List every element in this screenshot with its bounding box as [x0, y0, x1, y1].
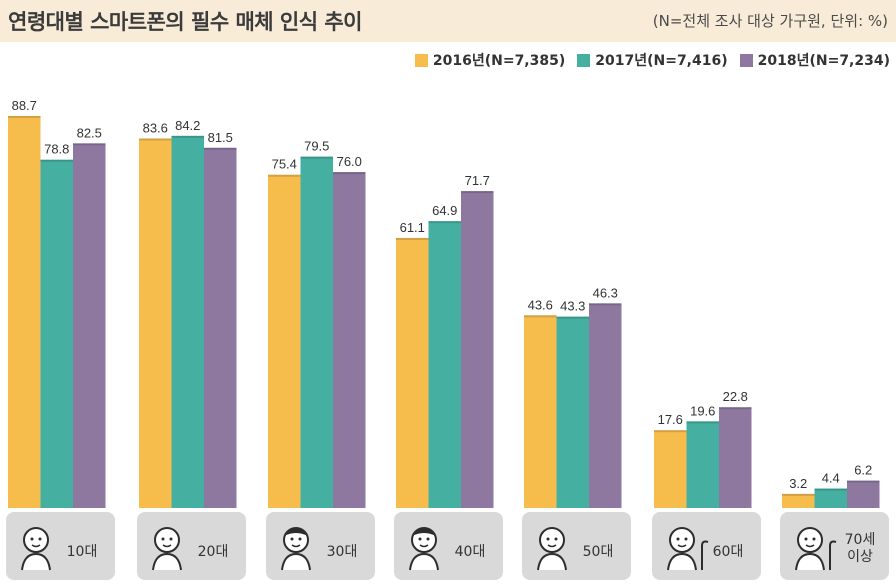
data-label: 46.3: [593, 285, 618, 300]
data-label: 78.8: [44, 142, 69, 157]
bar-group: 83.6 84.2 81.5 20대: [137, 118, 246, 580]
data-label: 83.6: [143, 120, 168, 135]
bar-top-edge: [73, 143, 106, 146]
legend: 2016년(N=7,385) 2017년(N=7,416) 2018년(N=7,…: [414, 50, 890, 70]
legend-label-2018: 2018년(N=7,234): [757, 53, 890, 69]
bar-top-edge: [814, 488, 847, 491]
bar-top-edge: [396, 237, 429, 240]
bar-top-edge: [524, 315, 557, 318]
bar: [300, 156, 333, 509]
bar-group: 43.6 43.3 46.3 50대: [522, 285, 631, 580]
bar-top-edge: [461, 191, 494, 194]
data-label: 6.2: [854, 463, 872, 478]
data-label: 61.1: [400, 220, 425, 235]
middle-aged-icon: [409, 527, 439, 571]
data-label: 71.7: [465, 173, 490, 188]
adult-suit-icon: [281, 527, 311, 571]
category-label: 70세 이상: [845, 532, 876, 565]
bar: [268, 174, 301, 508]
legend-swatch-2018: [739, 53, 753, 67]
legend-item-2018: 2018년(N=7,234): [739, 50, 890, 70]
bar-group: 88.7 78.8 82.5 10대: [6, 98, 115, 580]
data-label: 3.2: [789, 476, 807, 491]
data-label: 79.5: [304, 139, 329, 154]
bar-top-edge: [40, 159, 73, 162]
bar: [524, 315, 557, 508]
bar-group: 17.6 19.6 22.8 60대: [652, 389, 761, 580]
data-label: 76.0: [337, 154, 362, 169]
category-label: 10대: [67, 544, 98, 560]
data-label: 17.6: [658, 412, 683, 427]
bar-top-edge: [847, 480, 880, 483]
bar-top-edge: [333, 172, 366, 175]
bar-top-edge: [268, 174, 301, 177]
bar-top-edge: [556, 316, 589, 319]
bar-top-edge: [139, 138, 172, 141]
category-label: 40대: [455, 544, 486, 560]
bar: [782, 493, 815, 508]
category-label: 30대: [327, 544, 358, 560]
older-adult-icon: [537, 527, 567, 571]
bar-top-edge: [654, 430, 687, 433]
bar: [396, 237, 429, 509]
elderly-cane-icon: [667, 527, 709, 571]
data-label: 19.6: [690, 403, 715, 418]
bar-top-edge: [171, 135, 204, 138]
bar: [428, 221, 461, 508]
legend-swatch-2016: [414, 53, 428, 67]
bar-group: 3.2 4.4 6.2 70세 이상: [780, 463, 889, 580]
bar-top-edge: [686, 421, 719, 424]
bar: [719, 407, 752, 508]
category-label: 20대: [198, 544, 229, 560]
bar: [847, 480, 880, 508]
bar-top-edge: [8, 115, 41, 118]
bar: [8, 115, 41, 509]
bar-top-edge: [719, 407, 752, 410]
legend-item-2016: 2016년(N=7,385): [414, 50, 566, 70]
bar-top-edge: [428, 221, 461, 224]
bar: [171, 135, 204, 508]
legend-item-2017: 2017년(N=7,416): [577, 50, 728, 70]
data-label: 43.3: [560, 299, 585, 314]
bar: [333, 172, 366, 508]
bar: [814, 488, 847, 508]
chart-header: 연령대별 스마트폰의 필수 매체 인식 추이 (N=전체 조사 대상 가구원, …: [0, 0, 896, 42]
category-label: 50대: [583, 544, 614, 560]
chart-subtitle: (N=전체 조사 대상 가구원, 단위: %): [652, 12, 888, 30]
data-label: 84.2: [175, 118, 200, 133]
bar-top-edge: [300, 156, 333, 159]
bar-top-edge: [782, 493, 815, 496]
legend-label-2017: 2017년(N=7,416): [595, 53, 728, 69]
data-label: 4.4: [822, 471, 840, 486]
bar-top-edge: [204, 147, 237, 150]
data-label: 81.5: [208, 130, 233, 145]
category-label: 60대: [713, 544, 744, 560]
bar: [40, 159, 73, 509]
bar: [654, 430, 687, 508]
bar: [139, 138, 172, 508]
bar-top-edge: [589, 303, 622, 306]
data-label: 43.6: [528, 297, 553, 312]
data-label: 22.8: [723, 389, 748, 404]
bar: [589, 303, 622, 508]
bar: [686, 421, 719, 508]
legend-swatch-2017: [577, 53, 591, 67]
bar-group: 75.4 79.5 76.0 30대: [266, 139, 375, 580]
bar: [73, 143, 106, 508]
bar-group: 61.1 64.9 71.7 40대: [394, 173, 503, 580]
data-label: 75.4: [272, 157, 297, 172]
child-face-icon: [21, 527, 51, 571]
data-label: 64.9: [432, 203, 457, 218]
chart-title: 연령대별 스마트폰의 필수 매체 인식 추이: [8, 10, 363, 34]
bar: [556, 316, 589, 508]
data-label: 88.7: [12, 98, 37, 113]
legend-label-2016: 2016년(N=7,385): [432, 53, 566, 69]
data-label: 82.5: [77, 125, 102, 140]
elderly-walker-icon: [795, 527, 837, 571]
bar: [461, 191, 494, 508]
bar: [204, 147, 237, 508]
young-adult-icon: [152, 527, 182, 571]
